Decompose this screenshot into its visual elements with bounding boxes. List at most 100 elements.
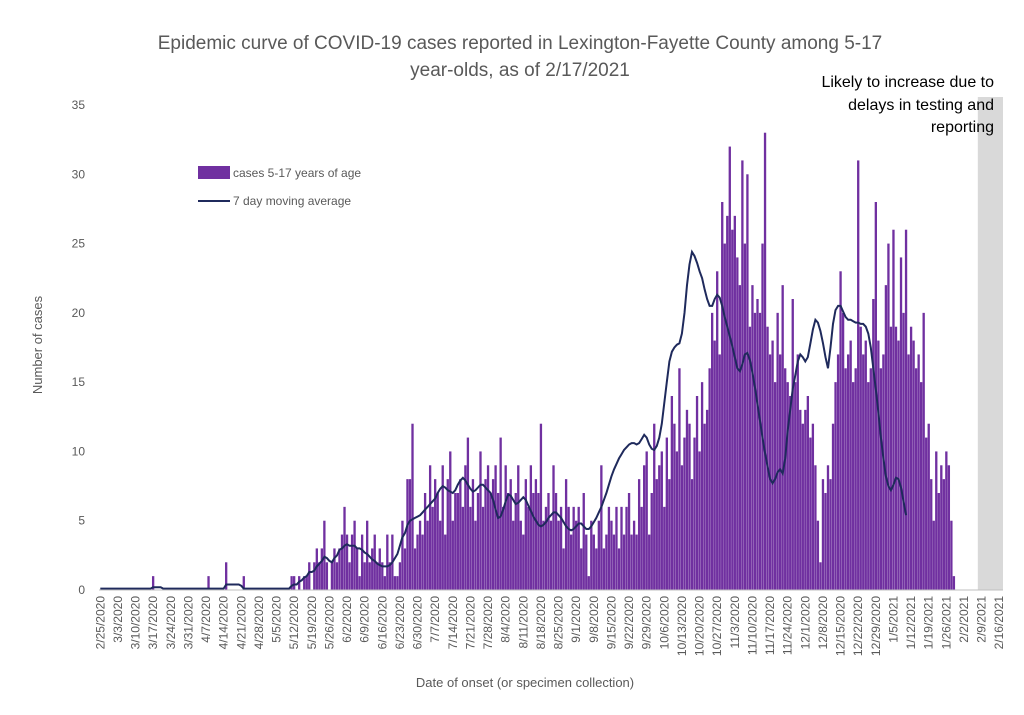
case-bar [489, 493, 492, 590]
case-bar [582, 493, 585, 590]
case-bar [925, 437, 928, 590]
case-bar [340, 534, 344, 590]
case-bar [660, 451, 663, 590]
case-bar [315, 548, 318, 590]
case-bar [595, 548, 598, 590]
x-tick-label: 9/8/2020 [587, 596, 601, 643]
case-bar [756, 299, 759, 590]
x-tick-label: 1/19/2021 [922, 596, 936, 650]
case-bar [403, 548, 407, 590]
case-bar [668, 479, 671, 590]
case-bar [572, 506, 575, 590]
case-bar [685, 409, 689, 590]
case-bar [869, 368, 872, 590]
case-bar [479, 451, 482, 590]
case-bar [325, 562, 329, 590]
case-bar [406, 479, 409, 590]
case-bar [899, 257, 903, 590]
case-bar [529, 465, 533, 590]
x-tick-label: 10/27/2020 [710, 596, 724, 656]
case-bar [564, 479, 568, 590]
case-bar [658, 465, 661, 590]
case-bar [509, 479, 512, 590]
case-bar [942, 479, 945, 590]
case-bar [481, 506, 485, 590]
x-tick-label: 4/21/2020 [234, 596, 248, 650]
case-bar [602, 548, 606, 590]
case-bar [454, 493, 457, 590]
case-bar [721, 202, 724, 590]
case-bar [945, 451, 948, 590]
case-bar [688, 423, 691, 590]
case-bar [776, 312, 779, 590]
case-bar [360, 534, 364, 590]
case-bar [537, 493, 540, 590]
case-bar [398, 562, 402, 590]
x-tick-label: 6/16/2020 [375, 596, 389, 650]
case-bar [421, 534, 424, 590]
case-bar [353, 520, 356, 590]
case-bar [559, 506, 563, 590]
case-bar [814, 465, 817, 590]
case-bar [680, 465, 684, 590]
x-tick-label: 10/6/2020 [657, 596, 671, 650]
x-tick-label: 8/11/2020 [516, 596, 530, 649]
case-bar [625, 506, 628, 590]
case-bar [834, 382, 837, 590]
case-bar [338, 548, 341, 590]
y-tick-label: 15 [72, 375, 86, 389]
case-bar [622, 534, 626, 590]
case-bar [343, 506, 346, 590]
x-tick-label: 11/10/2020 [745, 596, 759, 655]
case-bar [242, 576, 245, 590]
case-bar [723, 243, 726, 590]
x-tick-label: 12/15/2020 [834, 596, 848, 656]
x-tick-label: 5/5/2020 [270, 596, 284, 643]
case-bar [577, 506, 580, 590]
case-bar [330, 562, 334, 590]
case-bar [675, 451, 679, 590]
case-bar [673, 423, 676, 590]
case-bar [567, 506, 570, 590]
case-bar [519, 520, 522, 590]
case-bar [476, 493, 480, 590]
y-tick-label: 20 [72, 306, 86, 320]
case-bar [605, 534, 608, 590]
case-bar [728, 146, 731, 590]
case-bar [303, 576, 306, 590]
case-bar [522, 534, 525, 590]
case-bar [318, 562, 321, 590]
case-bar [920, 382, 923, 590]
x-tick-label: 10/20/2020 [693, 596, 707, 656]
case-bar [411, 423, 414, 590]
case-bar [225, 562, 228, 590]
case-bar [585, 534, 588, 590]
case-bar [645, 451, 648, 590]
incomplete-data-shading [977, 97, 1003, 590]
chart-title-line1: Epidemic curve of COVID-19 cases reporte… [158, 33, 882, 54]
case-bar [512, 520, 515, 590]
case-bar [469, 506, 472, 590]
case-bar [653, 423, 656, 590]
case-bar [388, 562, 391, 590]
case-bar [615, 506, 618, 590]
case-bar [562, 548, 565, 590]
case-bar [693, 437, 696, 590]
case-bar [758, 312, 762, 590]
case-bar [655, 479, 658, 590]
case-bar [428, 465, 432, 590]
x-tick-label: 8/25/2020 [552, 596, 566, 650]
y-axis-ticks: 0 5 10 15 20 25 30 35 [72, 98, 86, 597]
case-bar [504, 465, 507, 590]
case-bar [927, 423, 930, 590]
case-bar [590, 520, 593, 590]
case-bar [486, 465, 490, 590]
x-tick-label: 8/4/2020 [499, 596, 513, 643]
case-bar [726, 215, 729, 591]
case-bar [821, 479, 825, 590]
case-bar [620, 506, 623, 590]
case-bar [426, 520, 429, 590]
case-bar [383, 576, 386, 590]
case-bar [831, 423, 835, 590]
